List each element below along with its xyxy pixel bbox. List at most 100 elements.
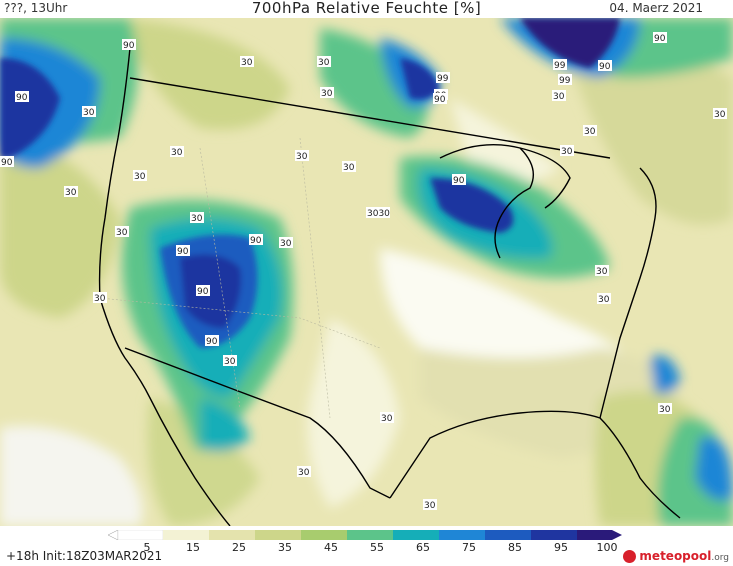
contour-label: 90: [196, 285, 210, 297]
svg-text:30: 30: [659, 405, 671, 415]
svg-text:90: 90: [206, 337, 218, 347]
meteopool-logo[interactable]: meteopool .org: [623, 547, 729, 565]
legend-colorbar: [108, 530, 622, 540]
contour-label: 30: [595, 265, 609, 277]
contour-label: 90: [205, 335, 219, 347]
svg-text:30: 30: [714, 110, 726, 120]
contour-label: 30: [93, 292, 107, 304]
logo-tld: .org: [711, 552, 729, 563]
svg-text:90: 90: [453, 176, 465, 186]
svg-text:30: 30: [298, 468, 310, 478]
humidity-map: 90 90 90 30 30 30 30 30 30 30 30 90 99 9…: [0, 18, 733, 526]
contour-label: 90: [598, 60, 612, 72]
svg-text:90: 90: [197, 287, 209, 297]
contour-label: 99: [436, 72, 450, 84]
svg-text:90: 90: [177, 247, 189, 257]
contour-label: 30: [279, 237, 293, 249]
valid-date: 04. Maerz 2021: [609, 1, 703, 15]
legend-tick: 35: [278, 541, 292, 554]
svg-text:99: 99: [559, 76, 571, 86]
humidity-field: 90 90 90 30 30 30 30 30 30 30 30 90 99 9…: [0, 18, 733, 526]
svg-text:30: 30: [296, 152, 308, 162]
svg-text:30: 30: [191, 214, 203, 224]
svg-text:90: 90: [654, 34, 666, 44]
svg-text:30: 30: [83, 108, 95, 118]
svg-text:30: 30: [171, 148, 183, 158]
svg-text:30: 30: [553, 92, 565, 102]
svg-text:30: 30: [318, 58, 330, 68]
svg-text:90: 90: [123, 41, 135, 51]
map-header: ???, 13Uhr 700hPa Relative Feuchte [%] 0…: [0, 0, 733, 18]
svg-text:30: 30: [134, 172, 146, 182]
legend-tick: 45: [324, 541, 338, 554]
contour-label: 30: [240, 56, 254, 68]
contour-label: 99: [558, 74, 572, 86]
svg-text:3030: 3030: [367, 209, 390, 219]
contour-label: 30: [713, 108, 727, 120]
contour-label: 3030: [366, 207, 390, 219]
svg-text:30: 30: [116, 228, 128, 238]
legend-tick: 75: [462, 541, 476, 554]
svg-text:90: 90: [434, 95, 446, 105]
contour-label: 30: [380, 412, 394, 424]
contour-label: 30: [295, 150, 309, 162]
svg-text:30: 30: [65, 188, 77, 198]
svg-text:30: 30: [224, 357, 236, 367]
contour-label: 30: [583, 125, 597, 137]
svg-text:30: 30: [584, 127, 596, 137]
contour-label: 30: [190, 212, 204, 224]
contour-label: 30: [170, 146, 184, 158]
legend-tick: 95: [554, 541, 568, 554]
svg-text:30: 30: [561, 147, 573, 157]
contour-label: 30: [552, 90, 566, 102]
state-borders: [99, 137, 381, 419]
logo-icon: [623, 549, 637, 563]
contour-label: 90: [452, 174, 466, 186]
svg-text:90: 90: [250, 236, 262, 246]
legend-tick: 100: [596, 541, 618, 554]
contour-label: 90: [0, 156, 14, 168]
svg-text:30: 30: [94, 294, 106, 304]
coastlines: [98, 47, 681, 526]
run-label: ???, 13Uhr: [4, 1, 68, 15]
contour-label: 30: [82, 106, 96, 118]
contour-label: 99: [553, 59, 567, 71]
legend-tick: 55: [370, 541, 384, 554]
svg-text:90: 90: [599, 62, 611, 72]
contour-label: 30: [64, 186, 78, 198]
contour-label: 30: [597, 293, 611, 305]
contour-label: 90: [122, 39, 136, 51]
contour-labels: 90 90 90 30 30 30 30 30 30 30 30 90 99 9…: [0, 32, 727, 511]
contour-label: 30: [115, 226, 129, 238]
legend-tick: 65: [416, 541, 430, 554]
legend-tick: 85: [508, 541, 522, 554]
contour-label: 30: [560, 145, 574, 157]
contour-label: 30: [317, 56, 331, 68]
contour-label: 30: [133, 170, 147, 182]
legend-tick: 25: [232, 541, 246, 554]
svg-text:30: 30: [321, 89, 333, 99]
svg-text:99: 99: [437, 74, 449, 84]
contour-label: 30: [423, 499, 437, 511]
svg-text:90: 90: [1, 158, 13, 168]
contour-label: 90: [653, 32, 667, 44]
svg-text:30: 30: [241, 58, 253, 68]
svg-text:30: 30: [280, 239, 292, 249]
contour-label: 30: [342, 161, 356, 173]
map-title: 700hPa Relative Feuchte [%]: [251, 0, 482, 17]
svg-text:30: 30: [381, 414, 393, 424]
logo-brand: meteopool: [639, 549, 712, 563]
svg-text:30: 30: [424, 501, 436, 511]
contour-label: 90: [249, 234, 263, 246]
contour-label: 30: [223, 355, 237, 367]
contour-label: 30: [658, 403, 672, 415]
svg-text:30: 30: [598, 295, 610, 305]
svg-text:99: 99: [554, 61, 566, 71]
svg-text:30: 30: [343, 163, 355, 173]
contour-label: 90: [176, 245, 190, 257]
legend-tick: 5: [143, 541, 151, 554]
svg-text:90: 90: [16, 93, 28, 103]
contour-label: 30: [297, 466, 311, 478]
contour-label: 30: [320, 87, 334, 99]
legend-tick: 15: [186, 541, 200, 554]
